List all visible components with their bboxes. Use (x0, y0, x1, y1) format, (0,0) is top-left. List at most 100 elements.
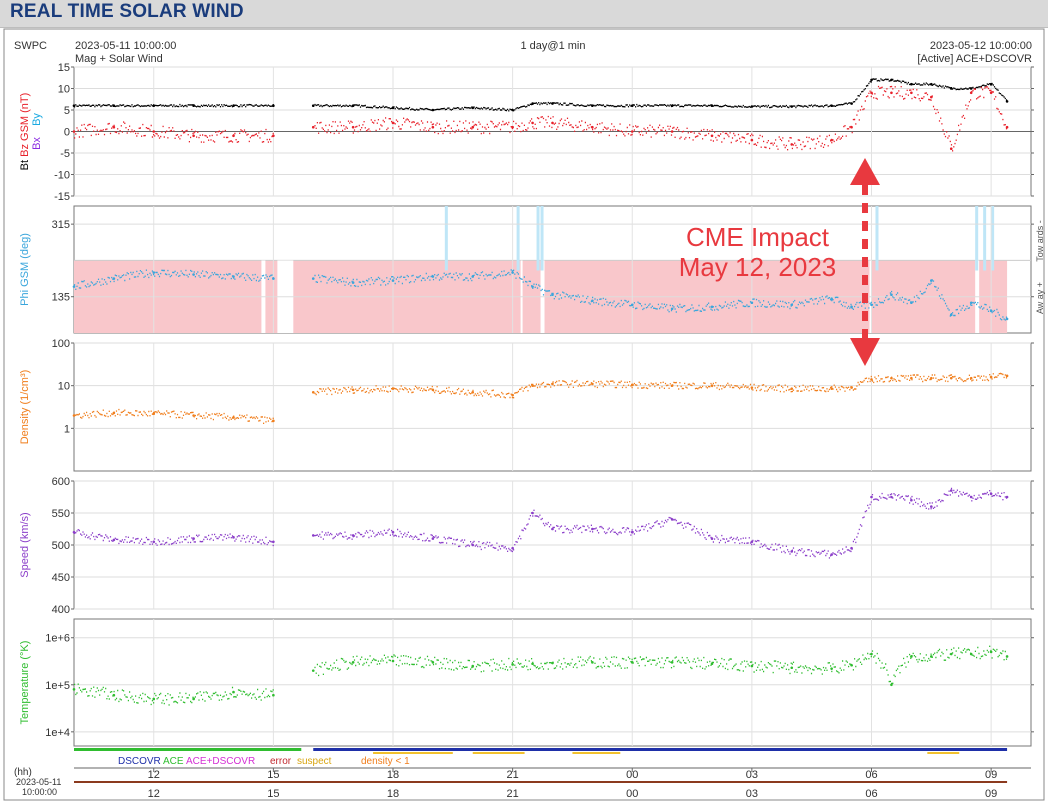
time-tick-label-top-5: 03 (746, 769, 758, 781)
data-point-speed-speed-7 (311, 534, 315, 537)
legend-dscovr: DSCOVR (118, 756, 161, 767)
data-point-phi_gsm-phi_gsm-17 (670, 307, 674, 311)
data-point-phi_gsm-phi_gsm-28 (969, 301, 973, 305)
legend-suspect: suspect (297, 756, 332, 767)
data-point-density-density-20 (790, 387, 794, 390)
data-point-phi_gsm-phi_gsm-12 (511, 271, 514, 274)
time-tick-label-bottom-0: 12 (148, 788, 160, 800)
suspect-bar-2 (572, 752, 621, 754)
data-point-temperature-temperature-12 (511, 663, 514, 666)
data-point-magnetic_field-Bt-7 (311, 104, 315, 107)
cme-annotation-line2: May 12, 2023 (678, 252, 837, 282)
data-point-phi_gsm-phi_gsm-2 (152, 271, 156, 274)
y-tick-label-speed-2: 500 (52, 540, 70, 552)
panel-frame-density (73, 342, 1032, 472)
legend-ace-dscovr: ACE+DSCOVR (186, 756, 255, 767)
data-point-density-density-30 (1005, 374, 1009, 378)
data-point-magnetic_field-Bz-5 (272, 134, 275, 138)
time-tick-label-top-4: 00 (626, 769, 638, 781)
data-point-speed-speed-27 (949, 489, 953, 492)
page-title: REAL TIME SOLAR WIND (10, 1, 244, 22)
data-point-temperature-temperature-5 (272, 693, 275, 697)
phi-right-label-away: Aw ay + (1035, 282, 1045, 314)
y-tick-label-magnetic_field-1: 10 (58, 84, 70, 96)
y-axis-label-speed: Speed (km/s) (19, 512, 31, 577)
time-tick-label-top-7: 09 (985, 769, 997, 781)
legend-density: density < 1 (361, 756, 410, 767)
data-point-temperature-temperature-20 (790, 666, 794, 670)
phi-spike-4 (875, 206, 879, 271)
series-dots-temperature-temperature (74, 645, 1008, 706)
data-point-magnetic_field-Bz-30 (1005, 125, 1009, 129)
phi-spike-2 (536, 206, 540, 271)
time-tick-label-bottom-4: 00 (626, 788, 638, 800)
data-point-magnetic_field-Bz-2 (152, 130, 156, 133)
data-point-temperature-temperature-21 (830, 667, 833, 670)
cme-annotation-line1: CME Impact (685, 222, 830, 252)
series-dots-density-density (74, 372, 1008, 424)
y-axis-label-bt-bz: Bt Bz GSM (nT) (19, 93, 31, 171)
time-tick-label-bottom-7: 09 (985, 788, 997, 800)
data-point-density-density-25 (910, 376, 913, 380)
data-point-phi_gsm-phi_gsm-7 (311, 277, 315, 280)
series-dots-magnetic_field-Bt (74, 78, 1008, 112)
time-tick-label-top-1: 15 (267, 769, 279, 781)
y-axis-label-part: Bz GSM (nT) (19, 93, 31, 157)
data-point-temperature-temperature-8 (351, 661, 355, 664)
data-point-temperature-temperature-2 (152, 697, 156, 701)
data-point-magnetic_field-Bz-27 (949, 147, 953, 150)
subtitle-right: [Active] ACE+DSCOVR (917, 53, 1032, 65)
data-point-magnetic_field-Bz-25 (910, 91, 913, 95)
y-tick-label-temperature-2: 1e+4 (45, 727, 70, 739)
phi-spike-0 (444, 206, 448, 271)
start-time: 2023-05-11 10:00:00 (75, 40, 176, 52)
y-tick-label-density-1: 10 (58, 381, 70, 393)
y-tick-label-magnetic_field-0: 15 (58, 62, 70, 74)
data-point-density-density-23 (870, 378, 873, 381)
data-point-temperature-temperature-17 (670, 661, 674, 664)
data-point-magnetic_field-Bz-19 (750, 138, 754, 142)
data-point-magnetic_field-Bz-16 (630, 130, 634, 133)
data-point-temperature-temperature-4 (232, 690, 235, 694)
series-dots-phi_gsm-phi_gsm (74, 269, 1008, 321)
legend-error: error (270, 756, 292, 767)
source-bar-blue (313, 748, 1008, 751)
data-point-temperature-temperature-7 (311, 669, 315, 672)
data-point-speed-speed-10 (431, 537, 435, 540)
suspect-bar-0 (373, 752, 453, 754)
data-point-magnetic_field-Bt-30 (1005, 100, 1009, 103)
y-tick-label-speed-1: 550 (52, 508, 70, 520)
y-tick-label-temperature-0: 1e+6 (45, 633, 70, 645)
data-point-temperature-temperature-19 (750, 664, 754, 668)
y-axis-label-bx: Bx (31, 137, 43, 150)
data-point-speed-speed-24 (890, 495, 893, 499)
y-tick-label-magnetic_field-6: -15 (54, 191, 70, 203)
series-dots-speed-speed (74, 487, 1008, 559)
data-point-density-density-27 (949, 376, 953, 380)
phi-spike-7 (991, 206, 995, 271)
time-tick-label-top-6: 06 (865, 769, 877, 781)
data-point-magnetic_field-Bz-7 (311, 125, 315, 129)
data-point-density-density-7 (311, 390, 315, 394)
data-point-phi_gsm-phi_gsm-22 (850, 305, 853, 309)
data-point-temperature-temperature-30 (1005, 655, 1009, 658)
data-point-phi_gsm-phi_gsm-0 (72, 285, 76, 288)
cme-arrow-head-down (850, 338, 880, 366)
time-tick-label-bottom-6: 06 (865, 788, 877, 800)
data-point-magnetic_field-Bz-11 (471, 125, 475, 129)
phi-spike-6 (983, 206, 987, 271)
y-axis-label-phi_gsm: Phi GSM (deg) (19, 233, 31, 306)
y-tick-label-magnetic_field-3: 0 (64, 127, 70, 139)
y-tick-label-speed-3: 450 (52, 572, 70, 584)
title-bar: REAL TIME SOLAR WIND (0, 0, 1048, 28)
legend-ace: ACE (163, 756, 184, 767)
suspect-bar-1 (472, 752, 525, 754)
data-point-magnetic_field-Bz-8 (351, 125, 355, 129)
data-point-density-density-8 (351, 388, 355, 392)
y-tick-label-speed-4: 400 (52, 604, 70, 616)
data-point-temperature-temperature-23 (870, 652, 873, 656)
data-point-temperature-temperature-0 (72, 688, 76, 691)
time-tick-label-bottom-3: 21 (507, 788, 519, 800)
phi-right-label-towards: Tow ards - (1035, 220, 1045, 262)
